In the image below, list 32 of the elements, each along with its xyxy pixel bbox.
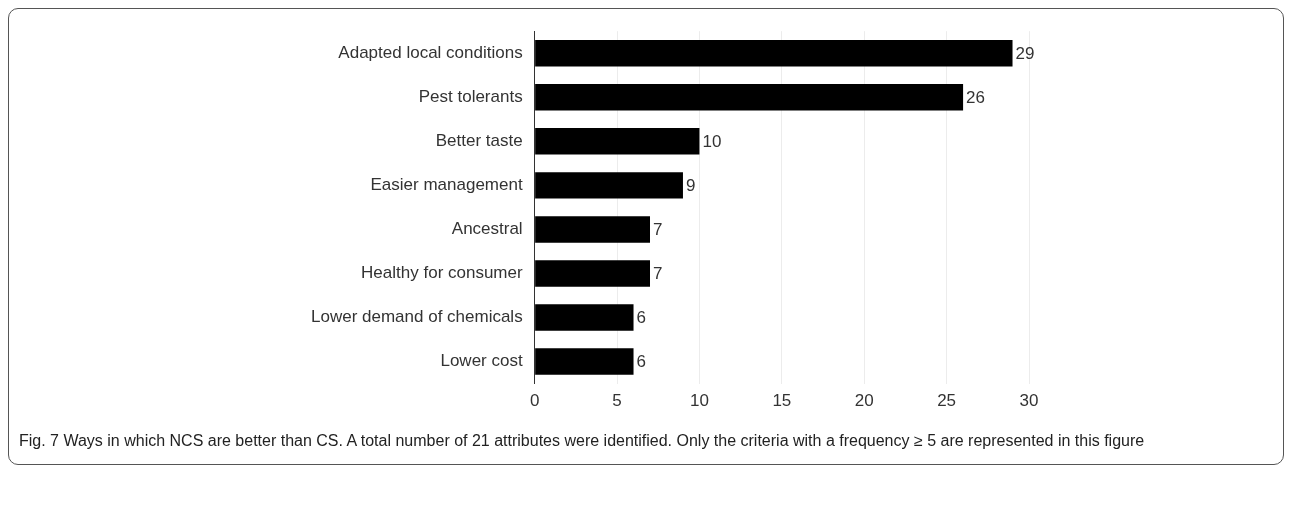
bar (535, 40, 1013, 67)
bar (535, 304, 634, 331)
x-tick-label: 20 (854, 391, 874, 411)
bar (535, 84, 964, 111)
data-label: 10 (702, 132, 722, 152)
data-label: 6 (636, 352, 646, 372)
x-tick-label: 0 (529, 391, 540, 411)
data-label: 26 (966, 87, 986, 107)
data-label: 6 (636, 308, 646, 328)
data-label: 9 (685, 176, 696, 196)
data-label: 7 (653, 220, 663, 240)
y-tick-label: Ancestral (451, 219, 523, 239)
data-label: 29 (1015, 43, 1035, 63)
y-tick-label: Lower cost (440, 351, 523, 371)
x-tick-label: 10 (689, 391, 709, 411)
x-tick-label: 5 (612, 391, 622, 411)
caption: Fig. 7 Ways in which NCS are better than CS. A total number of 21 attributes were identified. Only the criteria with a frequency ≥ 5 are represented in this figure (18, 431, 1146, 451)
y-tick-label: Better taste (435, 131, 523, 151)
bar (535, 128, 700, 155)
y-tick-label: Adapted local conditions (338, 42, 523, 62)
data-label: 7 (653, 264, 663, 284)
bar (535, 216, 651, 243)
bar (535, 172, 683, 199)
y-tick-label: Pest tolerants (418, 86, 523, 106)
x-tick-label: 15 (772, 391, 792, 411)
x-tick-label: 25 (937, 391, 957, 411)
y-tick-label: Lower demand of chemicals (310, 307, 523, 327)
y-tick-label: Healthy for consumer (361, 263, 523, 283)
x-tick-label: 30 (1019, 391, 1039, 411)
bar (535, 260, 651, 287)
y-tick-label: Easier management (370, 175, 523, 195)
bar (535, 348, 634, 375)
